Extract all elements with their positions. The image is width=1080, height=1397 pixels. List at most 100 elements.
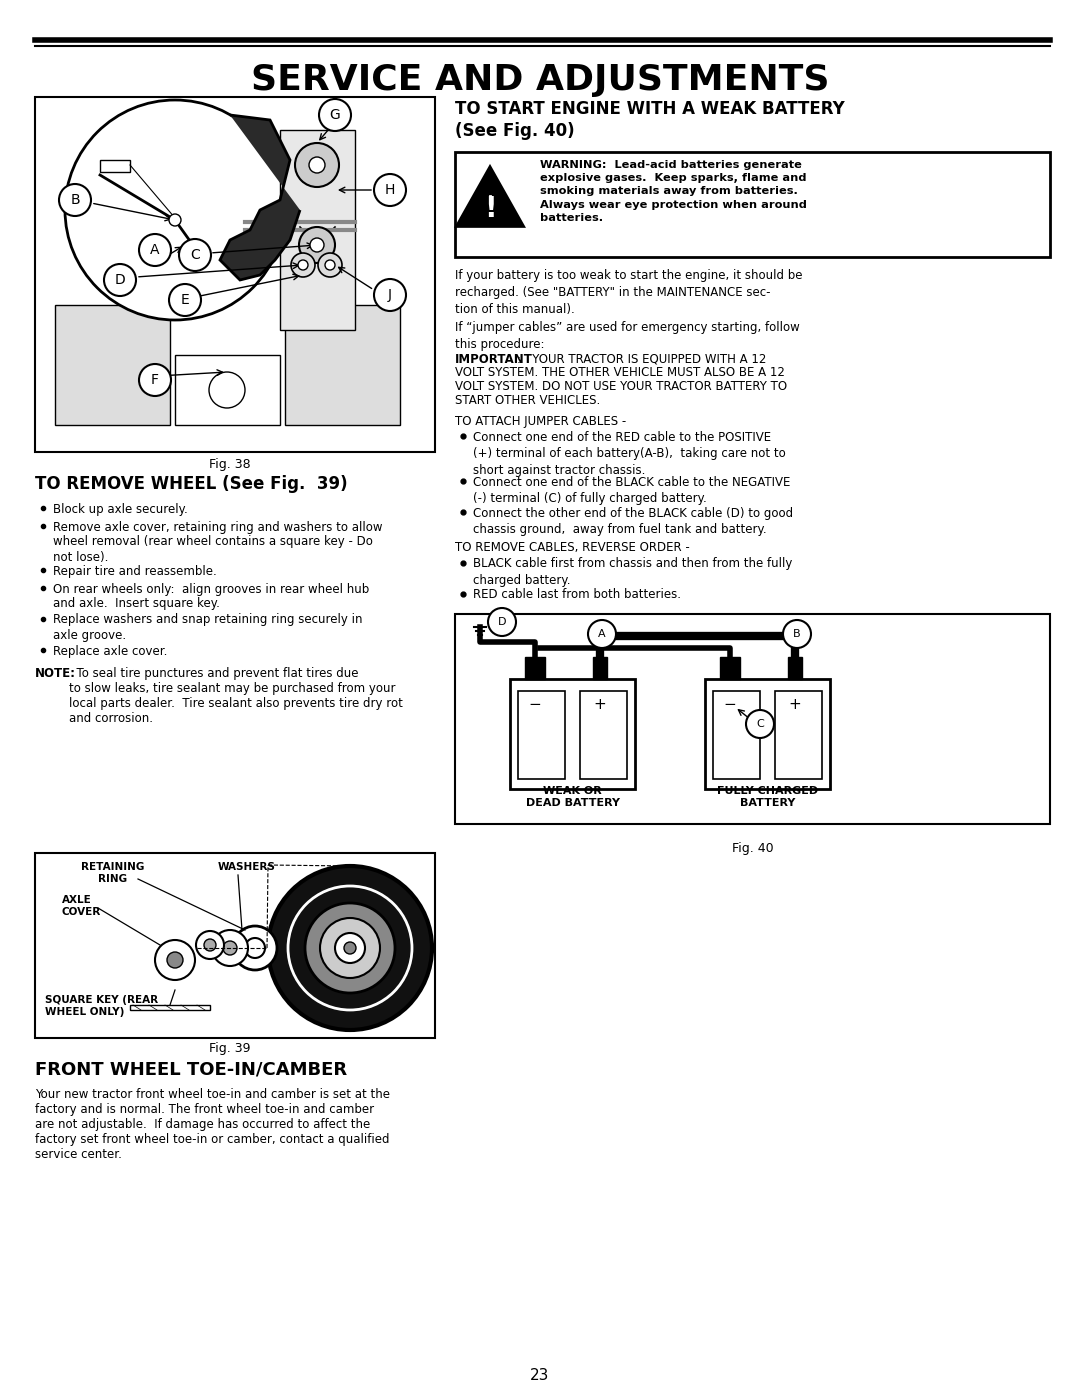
Polygon shape [130, 1004, 210, 1010]
Circle shape [212, 930, 248, 965]
Text: Fig. 38: Fig. 38 [210, 458, 251, 471]
Text: If “jumper cables” are used for emergency starting, follow
this procedure:: If “jumper cables” are used for emergenc… [455, 321, 800, 351]
Text: WEAK OR
DEAD BATTERY: WEAK OR DEAD BATTERY [526, 787, 620, 807]
Text: SERVICE AND ADJUSTMENTS: SERVICE AND ADJUSTMENTS [251, 63, 829, 96]
Bar [518, 692, 565, 780]
Bar [580, 692, 627, 780]
Text: To seal tire punctures and prevent flat tires due
to slow leaks, tire sealant ma: To seal tire punctures and prevent flat … [69, 666, 403, 725]
Circle shape [374, 175, 406, 205]
Bar [788, 657, 802, 679]
Text: RETAINING
RING: RETAINING RING [81, 862, 145, 883]
Text: Fig. 40: Fig. 40 [731, 842, 773, 855]
Circle shape [305, 902, 395, 993]
Text: :   YOUR TRACTOR IS EQUIPPED WITH A 12: : YOUR TRACTOR IS EQUIPPED WITH A 12 [517, 353, 767, 366]
Circle shape [298, 260, 308, 270]
Bar [35, 854, 435, 1038]
Polygon shape [220, 115, 300, 279]
Polygon shape [456, 166, 524, 226]
Bar [510, 679, 635, 789]
Circle shape [299, 226, 335, 263]
Circle shape [588, 620, 616, 648]
Circle shape [233, 926, 276, 970]
Text: BLACK cable first from chassis and then from the fully
charged battery.: BLACK cable first from chassis and then … [473, 557, 793, 587]
Text: !: ! [484, 196, 497, 224]
Text: Replace washers and snap retaining ring securely in
axle groove.: Replace washers and snap retaining ring … [53, 613, 363, 641]
Text: Connect one end of the BLACK cable to the NEGATIVE
(-) terminal (C) of fully cha: Connect one end of the BLACK cable to th… [473, 475, 791, 504]
Text: TO START ENGINE WITH A WEAK BATTERY: TO START ENGINE WITH A WEAK BATTERY [455, 101, 845, 117]
Circle shape [374, 279, 406, 312]
Text: VOLT SYSTEM. THE OTHER VEHICLE MUST ALSO BE A 12: VOLT SYSTEM. THE OTHER VEHICLE MUST ALSO… [455, 366, 785, 380]
Circle shape [335, 933, 365, 963]
Bar [705, 679, 831, 789]
Text: IMPORTANT: IMPORTANT [455, 353, 532, 366]
Bar [285, 305, 400, 425]
Bar [100, 161, 130, 172]
Circle shape [168, 214, 181, 226]
Text: +: + [788, 697, 801, 712]
Circle shape [310, 237, 324, 251]
Bar [713, 692, 760, 780]
Text: VOLT SYSTEM. DO NOT USE YOUR TRACTOR BATTERY TO: VOLT SYSTEM. DO NOT USE YOUR TRACTOR BAT… [455, 380, 787, 393]
Circle shape [325, 260, 335, 270]
Text: Block up axle securely.: Block up axle securely. [53, 503, 188, 515]
Text: Connect the other end of the BLACK cable (D) to good
chassis ground,  away from : Connect the other end of the BLACK cable… [473, 507, 793, 536]
Text: J: J [388, 288, 392, 302]
Circle shape [222, 942, 237, 956]
Text: NOTE:: NOTE: [35, 666, 76, 680]
Text: D: D [498, 617, 507, 627]
Text: Repair tire and reassemble.: Repair tire and reassemble. [53, 564, 217, 578]
Text: START OTHER VEHICLES.: START OTHER VEHICLES. [455, 394, 600, 407]
Text: TO REMOVE CABLES, REVERSE ORDER -: TO REMOVE CABLES, REVERSE ORDER - [455, 541, 690, 553]
Bar [455, 152, 1050, 257]
Text: TO REMOVE WHEEL (See Fig.  39): TO REMOVE WHEEL (See Fig. 39) [35, 475, 348, 493]
Text: Your new tractor front wheel toe-in and camber is set at the
factory and is norm: Your new tractor front wheel toe-in and … [35, 1088, 390, 1161]
Text: FRONT WHEEL TOE-IN/CAMBER: FRONT WHEEL TOE-IN/CAMBER [35, 1060, 347, 1078]
Text: Fig. 39: Fig. 39 [210, 1042, 251, 1055]
Circle shape [318, 253, 342, 277]
Text: RED cable last from both batteries.: RED cable last from both batteries. [473, 588, 681, 602]
Text: 23: 23 [530, 1368, 550, 1383]
Circle shape [783, 620, 811, 648]
Text: Connect one end of the RED cable to the POSITIVE
(+) terminal of each battery(A-: Connect one end of the RED cable to the … [473, 432, 786, 476]
Text: A: A [598, 629, 606, 638]
Circle shape [319, 99, 351, 131]
Text: SQUARE KEY (REAR
WHEEL ONLY): SQUARE KEY (REAR WHEEL ONLY) [45, 995, 158, 1017]
Text: FULLY CHARGED
BATTERY: FULLY CHARGED BATTERY [717, 787, 818, 807]
Text: A: A [150, 243, 160, 257]
Circle shape [488, 608, 516, 636]
Text: Remove axle cover, retaining ring and washers to allow
wheel removal (rear wheel: Remove axle cover, retaining ring and wa… [53, 521, 382, 563]
Circle shape [168, 284, 201, 316]
Text: +: + [594, 697, 606, 712]
Text: Replace axle cover.: Replace axle cover. [53, 644, 167, 658]
Bar [175, 355, 280, 425]
Circle shape [291, 253, 315, 277]
Text: H: H [384, 183, 395, 197]
Text: C: C [190, 249, 200, 263]
Bar [775, 692, 822, 780]
Circle shape [746, 710, 774, 738]
Circle shape [179, 239, 211, 271]
Circle shape [268, 866, 432, 1030]
Circle shape [245, 937, 265, 958]
Text: (See Fig. 40): (See Fig. 40) [455, 122, 575, 140]
Circle shape [139, 365, 171, 395]
Text: WARNING:  Lead-acid batteries generate
explosive gases.  Keep sparks, flame and
: WARNING: Lead-acid batteries generate ex… [540, 161, 807, 222]
Text: On rear wheels only:  align grooves in rear wheel hub
and axle.  Insert square k: On rear wheels only: align grooves in re… [53, 583, 369, 610]
Circle shape [288, 886, 411, 1010]
Text: −: − [528, 697, 541, 712]
Text: −: − [724, 697, 737, 712]
Circle shape [204, 939, 216, 951]
Circle shape [195, 930, 224, 958]
Text: D: D [114, 272, 125, 286]
Circle shape [345, 942, 356, 954]
Bar [455, 615, 1050, 824]
Bar [720, 657, 740, 679]
Circle shape [167, 951, 183, 968]
Circle shape [139, 235, 171, 265]
Circle shape [65, 101, 285, 320]
Circle shape [210, 372, 245, 408]
Text: B: B [70, 193, 80, 207]
Circle shape [156, 940, 195, 981]
Text: If your battery is too weak to start the engine, it should be
recharged. (See "B: If your battery is too weak to start the… [455, 270, 802, 316]
Text: TO ATTACH JUMPER CABLES -: TO ATTACH JUMPER CABLES - [455, 415, 626, 427]
